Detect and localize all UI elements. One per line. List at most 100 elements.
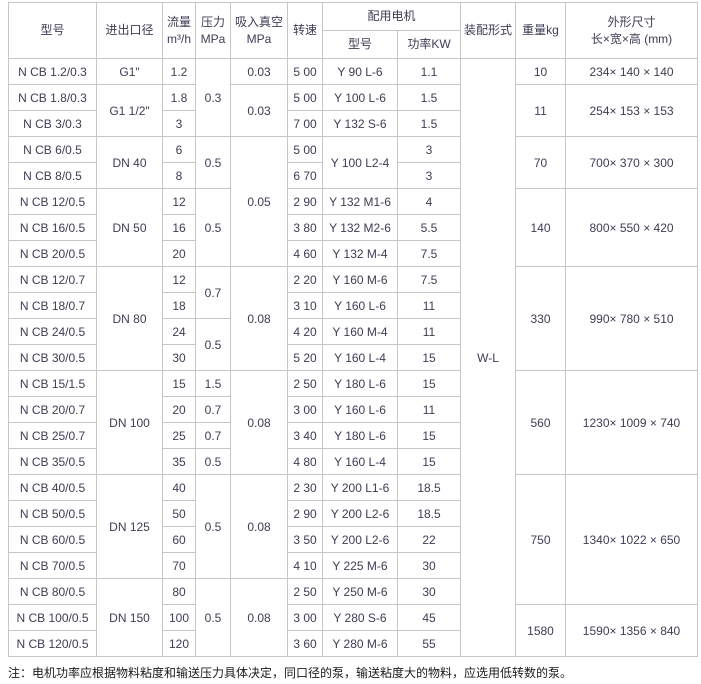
table-cell: 20 <box>162 240 196 267</box>
table-cell: 2 50 <box>287 578 323 605</box>
table-cell: 0.3 <box>195 58 231 137</box>
table-row: N CB 12/0.7 DN 80 12 0.7 0.08 2 20 Y 160 M-6 7.… <box>8 266 699 371</box>
table-cell: 2 50 <box>287 370 323 397</box>
header-flow-label: 流量 <box>166 15 191 30</box>
table-row: N CB 8/0.5 8 6 70 3 <box>8 162 698 189</box>
table-cell: Y 132 M1-6 <box>322 188 398 215</box>
table-cell: 0.05 <box>230 136 288 267</box>
table-row: N CB 60/0.5 60 3 50 Y 200 L2-6 22 <box>8 526 698 553</box>
table-cell: Y 180 L-6 <box>322 370 398 397</box>
table-cell: 2 30 <box>287 474 323 501</box>
table-cell: 330 <box>515 266 567 371</box>
table-cell: 0.5 <box>195 448 231 475</box>
table-cell: N CB 1.8/0.3 <box>8 84 97 111</box>
table-cell: 0.08 <box>230 266 288 371</box>
table-cell: N CB 16/0.5 <box>8 214 97 241</box>
table-cell: 1.1 <box>396 58 462 85</box>
table-row: N CB 20/0.7 20 0.7 3 00 Y 160 L-6 11 <box>8 396 698 423</box>
table-cell: Y 160 L-6 <box>322 396 398 423</box>
table-row: N CB 20/0.5 20 4 60 Y 132 M-4 7.5 <box>8 240 698 267</box>
table-cell: 700× 370 × 300 <box>565 136 699 189</box>
table-cell: DN 150 <box>96 578 163 657</box>
table-cell: 11 <box>515 84 567 137</box>
table-cell: 0.08 <box>230 578 288 657</box>
table-cell: 4 80 <box>287 448 323 475</box>
table-cell: 3 00 <box>287 396 323 423</box>
table-cell: 12 <box>162 266 196 293</box>
table-cell: N CB 120/0.5 <box>8 630 97 657</box>
table-cell: 8 <box>162 162 196 189</box>
table-cell: 40 <box>162 474 196 501</box>
table-cell: Y 90 L-6 <box>322 58 398 85</box>
table-cell: 45 <box>396 604 462 631</box>
table-row: N CB 1.8/0.3 G1 1/2" 1.8 0.03 5 00 Y 100 L-6 1… <box>8 84 699 137</box>
header-diameter: 进出口径 <box>96 2 163 59</box>
table-cell: 0.5 <box>195 474 231 579</box>
table-cell: 15 <box>396 422 462 449</box>
table-cell: 0.5 <box>195 578 231 657</box>
header-pressure-label: 压力 <box>200 15 225 30</box>
table-cell: Y 132 M2-6 <box>322 214 398 241</box>
table-cell: 1230× 1009 × 740 <box>565 370 699 475</box>
table-cell: 6 <box>162 136 196 163</box>
table-cell: 15 <box>396 370 462 397</box>
table-cell: N CB 80/0.5 <box>8 578 97 605</box>
table-header: 型号 进出口径 流量 m³/h 压力 MPa 吸入真空 MPa 转速 配用电机 … <box>8 2 699 59</box>
header-flow: 流量 m³/h <box>162 2 196 59</box>
table-cell: 0.5 <box>195 136 231 189</box>
table-cell: Y 160 L-4 <box>322 344 398 371</box>
table-cell: 2 90 <box>287 500 323 527</box>
table-cell: 25 <box>162 422 196 449</box>
table-cell: 4 20 <box>287 318 323 345</box>
table-cell: N CB 40/0.5 <box>8 474 97 501</box>
table-cell: Y 200 L2-6 <box>322 500 398 527</box>
table-cell: 0.03 <box>230 58 288 85</box>
table-cell: 18.5 <box>396 474 462 501</box>
header-row-1: 型号 进出口径 流量 m³/h 压力 MPa 吸入真空 MPa 转速 配用电机 … <box>8 2 699 59</box>
table-row: N CB 16/0.5 16 3 80 Y 132 M2-6 5.5 <box>8 214 698 241</box>
table-cell: 5 00 <box>287 136 323 163</box>
header-vacuum-unit: MPa <box>246 31 272 46</box>
header-speed: 转速 <box>287 2 323 59</box>
table-cell: 0.5 <box>195 318 231 371</box>
header-motor-model: 型号 <box>322 30 398 59</box>
table-cell: Y 100 L-6 <box>322 84 398 111</box>
table-cell: N CB 70/0.5 <box>8 552 97 579</box>
table-cell: 120 <box>162 630 196 657</box>
table-cell: 50 <box>162 500 196 527</box>
header-weight: 重量kg <box>515 2 567 59</box>
header-pressure-unit: MPa <box>200 31 226 46</box>
table-cell: 5 00 <box>287 58 323 85</box>
table-cell: 1.5 <box>396 110 462 137</box>
table-cell: 1.8 <box>162 84 196 111</box>
table-cell: G1" <box>96 58 163 85</box>
header-assembly: 装配形式 <box>460 2 517 59</box>
table-cell: N CB 50/0.5 <box>8 500 97 527</box>
header-flow-unit: m³/h <box>167 31 191 46</box>
table-cell: 2 90 <box>287 188 323 215</box>
table-body: N CB 1.2/0.3 G1" 1.2 0.3 0.03 5 00 Y 90 L-6 1.1… <box>8 58 699 657</box>
table-cell: 750 <box>515 474 567 605</box>
table-cell: 1340× 1022 × 650 <box>565 474 699 605</box>
table-cell: 3 10 <box>287 292 323 319</box>
table-cell: 0.7 <box>195 422 231 449</box>
table-cell: Y 160 M-6 <box>322 266 398 293</box>
table-cell: N CB 1.2/0.3 <box>8 58 97 85</box>
table-row: N CB 50/0.5 50 2 90 Y 200 L2-6 18.5 <box>8 500 698 527</box>
table-cell: N CB 60/0.5 <box>8 526 97 553</box>
table-cell: DN 125 <box>96 474 163 579</box>
table-cell: 20 <box>162 396 196 423</box>
table-cell: Y 160 L-6 <box>322 292 398 319</box>
table-cell: 30 <box>162 344 196 371</box>
table-cell: G1 1/2" <box>96 84 163 137</box>
table-cell: 11 <box>396 396 462 423</box>
header-vacuum: 吸入真空 MPa <box>230 2 288 59</box>
table-cell: DN 50 <box>96 188 163 267</box>
table-cell: 1580 <box>515 604 567 657</box>
table-cell: N CB 15/1.5 <box>8 370 97 397</box>
table-cell: 3 50 <box>287 526 323 553</box>
header-pressure: 压力 MPa <box>195 2 231 59</box>
table-row: N CB 3/0.3 3 7 00 Y 132 S-6 1.5 <box>8 110 698 137</box>
table-cell: DN 40 <box>96 136 163 189</box>
table-row: N CB 120/0.5 120 3 60 Y 280 M-6 55 <box>8 630 698 657</box>
